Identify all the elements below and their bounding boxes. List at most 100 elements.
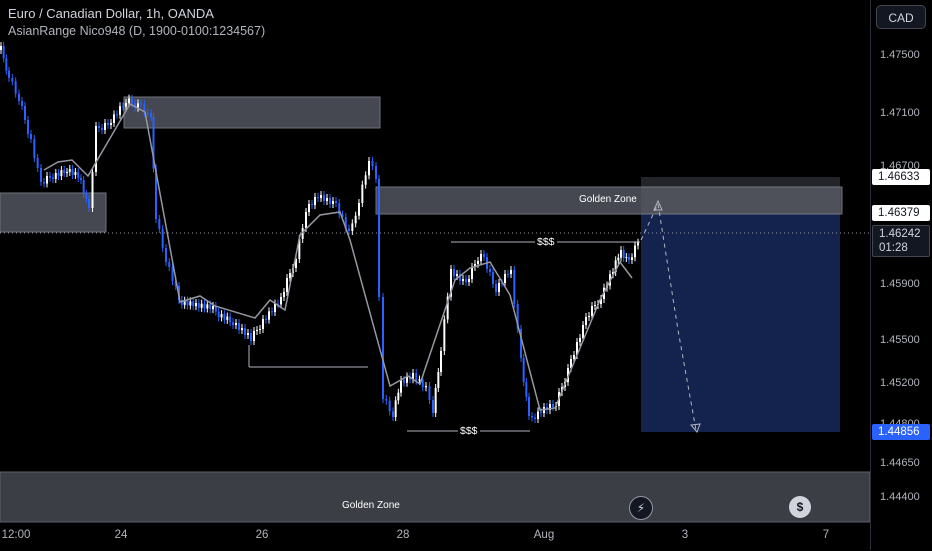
candle-body (30, 134, 32, 139)
candle-body (214, 306, 217, 312)
liquidity-low-label: $$$ (458, 425, 480, 437)
candle-body (637, 242, 639, 246)
time-tick: 7 (822, 529, 830, 541)
candle-body (351, 223, 354, 231)
candle-body (82, 180, 85, 194)
candle-body (332, 201, 334, 204)
candle-body (588, 316, 590, 317)
candle-body (371, 161, 374, 166)
candle-body (501, 283, 503, 284)
price-axis[interactable] (870, 0, 932, 550)
time-tick: 3 (681, 529, 689, 541)
candle-body (168, 262, 171, 267)
candle-body (385, 399, 388, 401)
chart-svg (0, 42, 870, 522)
candle-body (60, 170, 63, 176)
candle-body (134, 103, 136, 108)
candle-body (335, 201, 337, 203)
candle-body (110, 123, 112, 125)
candle-body (378, 179, 380, 297)
candle-body (235, 323, 237, 325)
supply-zone-top[interactable] (123, 96, 381, 129)
indicator-label[interactable]: AsianRange Nico948 (D, 1900-0100:1234567… (8, 24, 266, 38)
candle-body (49, 176, 51, 178)
candle-body (57, 173, 60, 176)
candle-body (520, 329, 522, 358)
candle-body (226, 316, 229, 320)
candle-body (85, 194, 88, 199)
candle-body (206, 304, 209, 309)
candle-body (192, 301, 195, 307)
candle-body (582, 325, 584, 338)
candle-body (104, 123, 106, 130)
candle-body (446, 296, 449, 320)
target-box[interactable] (641, 214, 840, 432)
candle-body (573, 355, 575, 359)
candle-body (161, 229, 164, 248)
candle-body (504, 274, 506, 283)
candle-body (326, 198, 328, 201)
candle-body (329, 198, 331, 204)
golden-zone-lower-label: Golden Zone (342, 500, 400, 511)
candle-body (203, 303, 206, 309)
currency-button[interactable]: CAD (876, 5, 926, 29)
candle-body (406, 376, 408, 383)
golden-zone-upper[interactable] (375, 186, 843, 215)
candle-body (180, 300, 183, 305)
candle-body (143, 104, 146, 113)
candle-body (77, 172, 80, 178)
candle-body (71, 169, 74, 175)
candle-body (247, 333, 249, 335)
candle-body (125, 103, 127, 107)
candle-body (131, 98, 133, 104)
candle-body (432, 400, 434, 413)
candle-body (2, 46, 5, 59)
symbol-title[interactable]: Euro / Canadian Dollar, 1h, OANDA (8, 6, 214, 21)
candle-body (537, 411, 539, 419)
candle-body (301, 228, 304, 239)
candle-body (107, 123, 109, 125)
price-tick: 1.45500 (880, 334, 920, 346)
candle-body (21, 101, 23, 106)
candle-body (403, 380, 405, 383)
chart-header: Euro / Canadian Dollar, 1h, OANDA AsianR… (8, 6, 265, 38)
candle-countdown: 01:28 (879, 242, 908, 254)
lightning-icon[interactable]: ⚡ (629, 496, 653, 520)
candle-body (0, 46, 2, 50)
candle-body (323, 195, 325, 201)
candle-body (101, 128, 103, 130)
candle-body (189, 301, 192, 306)
candle-body (507, 274, 509, 275)
candle-body (428, 386, 431, 400)
projection-arrow-bottom (690, 423, 701, 433)
price-tick: 1.44650 (880, 457, 920, 469)
candle-body (165, 248, 167, 262)
candle-body (516, 304, 519, 329)
candle-body (174, 281, 177, 286)
chart-area[interactable]: Golden Zone Golden Zone $$$ $$$ Euro / C… (0, 0, 870, 522)
candle-body (338, 203, 341, 215)
candle-body (531, 416, 533, 418)
candle-body (471, 267, 473, 279)
candle-body (280, 297, 282, 305)
candle-body (286, 278, 288, 292)
candle-body (495, 284, 497, 292)
candle-body (274, 303, 276, 312)
candle-body (474, 264, 476, 267)
projection-path (640, 202, 697, 431)
golden-zone-lower[interactable] (0, 471, 870, 522)
candle-body (137, 103, 139, 108)
projection-arrow-top (653, 199, 663, 211)
candle-body (197, 303, 200, 308)
candle-body (308, 204, 310, 212)
candle-body (209, 304, 212, 310)
current-price-label: 1.46242 01:28 (872, 225, 930, 257)
price-label-middle: 1.46379 (872, 205, 930, 221)
candle-body (171, 267, 174, 281)
zone-left[interactable] (0, 192, 107, 233)
candle-body (80, 178, 82, 180)
time-axis[interactable] (0, 522, 870, 551)
candle-body (525, 382, 528, 397)
candle-body (320, 195, 322, 198)
dollar-icon[interactable]: $ (789, 496, 811, 518)
